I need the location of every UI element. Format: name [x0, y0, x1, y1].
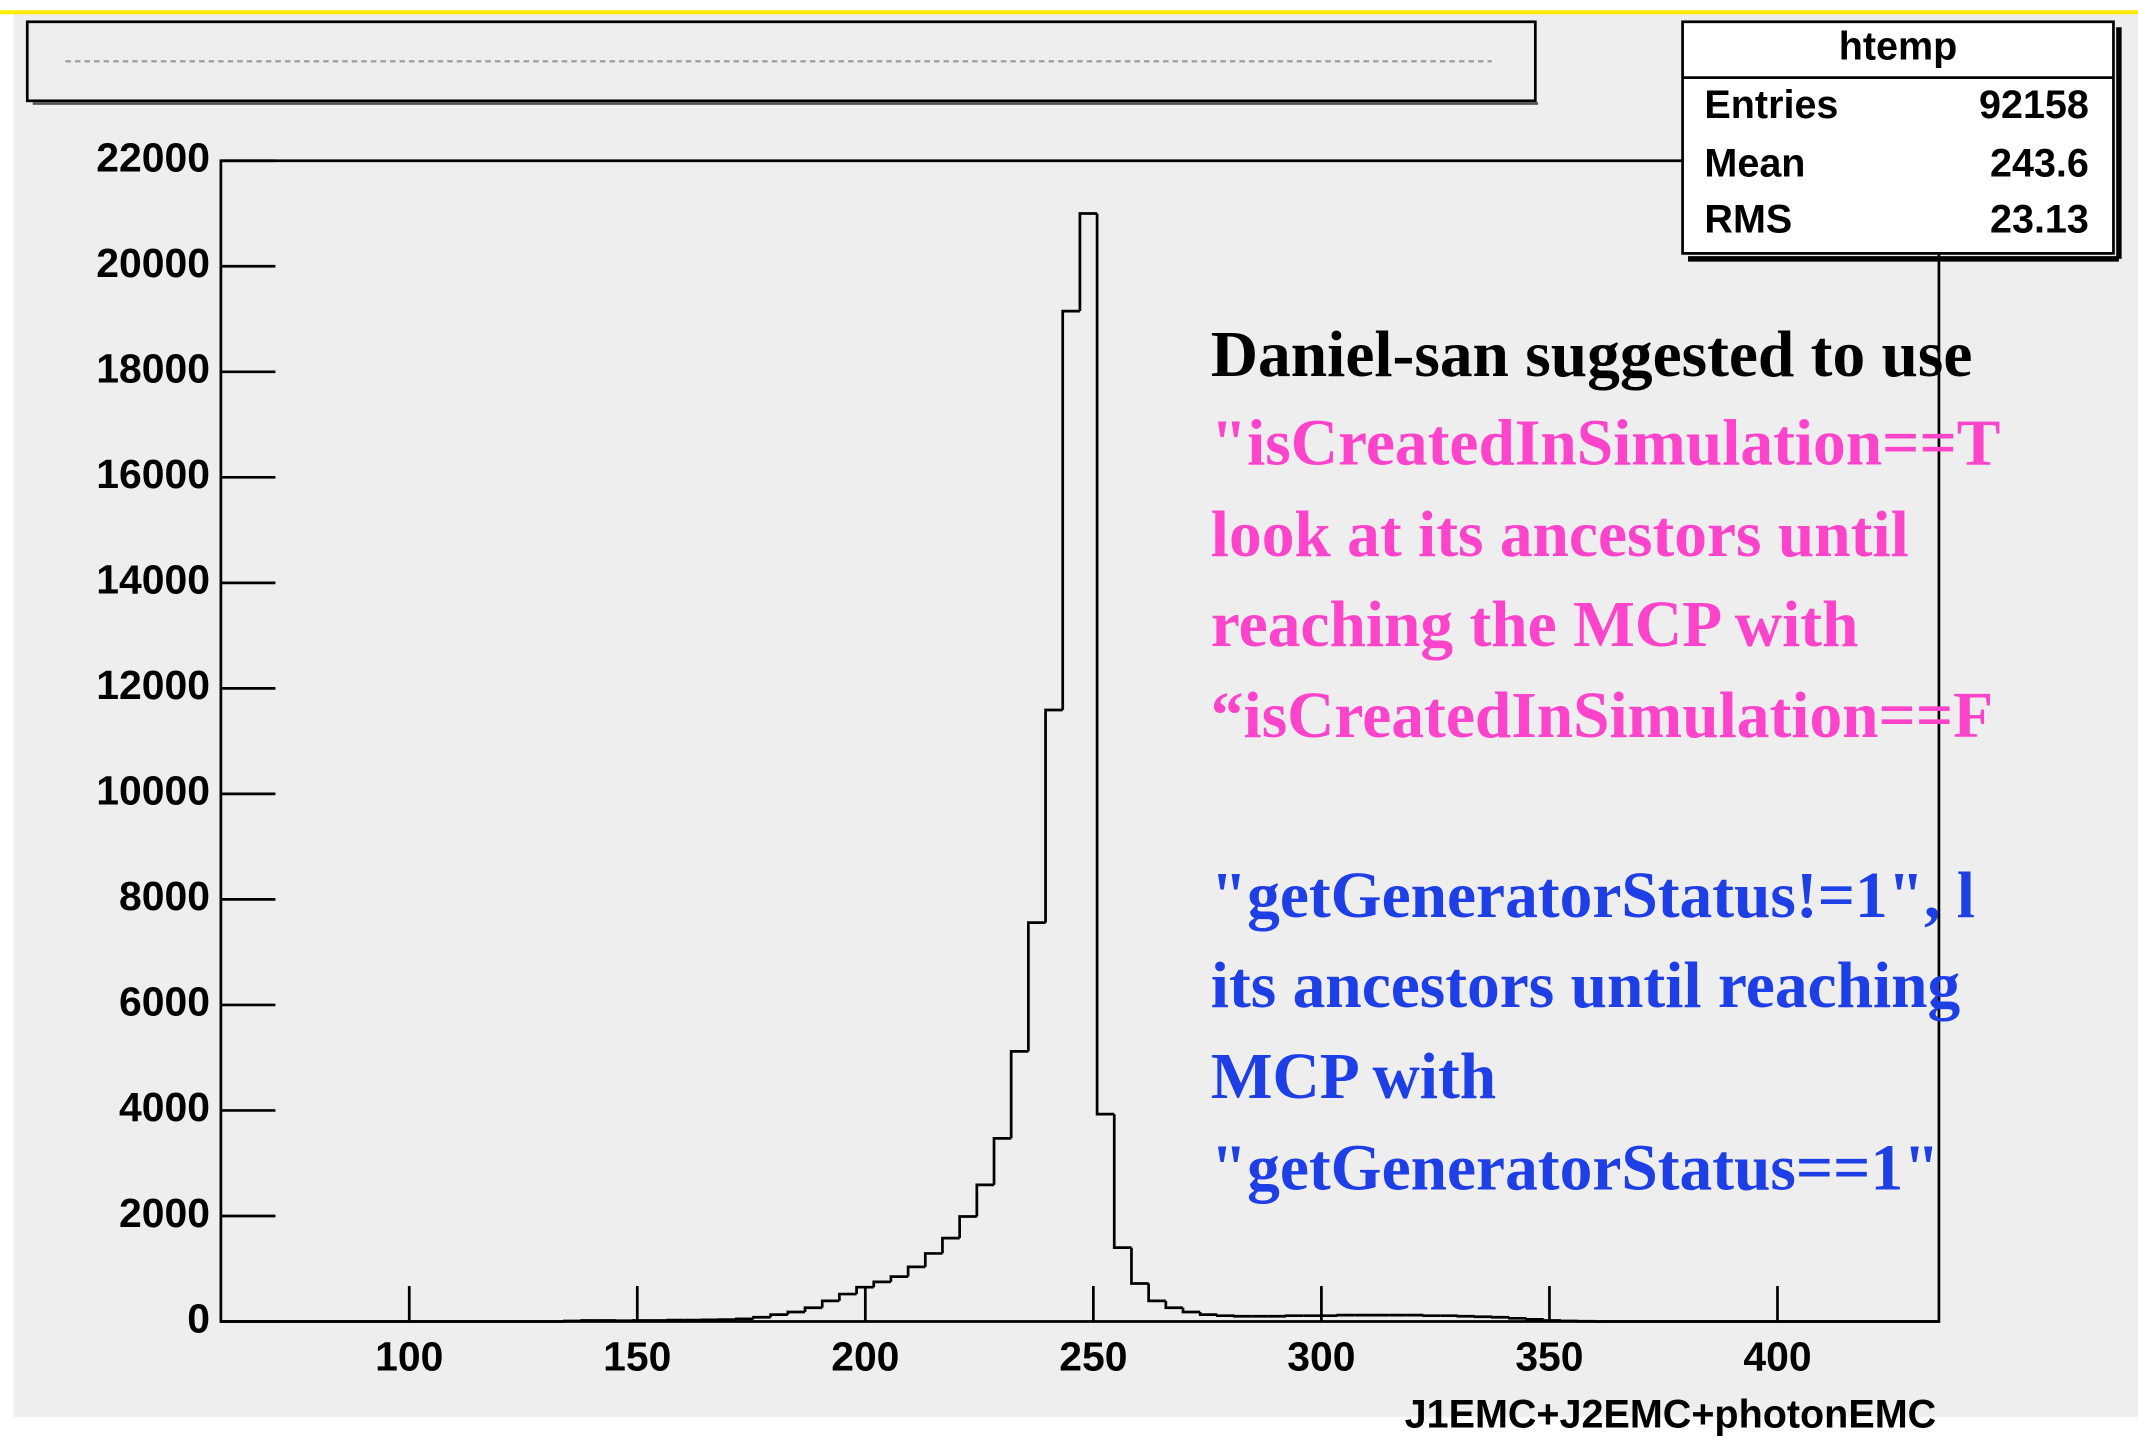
histogram-bin: [1233, 1314, 1252, 1318]
y-tick-label: 14000: [96, 557, 210, 603]
histogram-bin: [975, 1183, 995, 1217]
y-tick-label: 16000: [96, 451, 210, 497]
histogram-bin: [1061, 309, 1080, 710]
stats-value: 243.6: [1990, 142, 2089, 186]
x-tick-label: 100: [375, 1333, 443, 1379]
histogram-bin: [803, 1306, 823, 1312]
x-tick-label: 400: [1743, 1333, 1811, 1379]
annotation-line: "isCreatedInSimulation==T: [1211, 408, 2001, 480]
histogram-bin: [1508, 1316, 1527, 1320]
histogram-bin: [872, 1280, 891, 1288]
histogram-bin: [838, 1292, 857, 1301]
y-tick-label: 6000: [119, 979, 210, 1025]
histogram-bin: [1130, 1247, 1149, 1285]
histogram-bin: [734, 1317, 754, 1321]
histogram-bin: [1009, 1049, 1029, 1139]
histogram-bin: [1284, 1314, 1304, 1318]
stats-frame: [1681, 20, 2115, 255]
y-tick-label: 0: [187, 1295, 210, 1341]
histogram-bin: [855, 1285, 874, 1295]
stats-label: Entries: [1704, 83, 1838, 127]
annotations: Daniel-san suggested to use "isCreatedInS…: [1211, 319, 2001, 1204]
y-tick-label: 12000: [96, 662, 210, 708]
annotation-line: “isCreatedInSimulation==F: [1211, 680, 1993, 752]
histogram-bin: [752, 1315, 771, 1319]
y-tick-label: 22000: [96, 135, 210, 181]
annotation-line: Daniel-san suggested to use: [1211, 319, 1973, 391]
histogram-bin: [769, 1313, 788, 1318]
histogram-bin: [786, 1310, 806, 1315]
y-tick-label: 10000: [96, 768, 210, 814]
histogram-bin: [992, 1137, 1012, 1185]
histogram-bin: [923, 1252, 943, 1267]
histogram-bin: [1198, 1311, 1218, 1316]
annotation-line: "getGeneratorStatus==1": [1211, 1132, 1940, 1204]
histogram-bin: [1164, 1300, 1183, 1310]
plot-frame: [219, 159, 1941, 1323]
histogram-bin: [1456, 1314, 1476, 1318]
y-tick-label: 18000: [96, 346, 210, 392]
plot: 0 2000 4000 6000 8000 10000 12000 14000 16000 180…: [96, 135, 1941, 1379]
histogram-bin: [1542, 1319, 1561, 1322]
x-tick-label: 200: [831, 1333, 899, 1379]
histogram-bin: [1027, 921, 1046, 1052]
histogram-bin: [941, 1236, 960, 1254]
histogram-bin: [1044, 708, 1063, 923]
annotation-line: MCP with: [1211, 1041, 1496, 1113]
histogram-bin: [1112, 1114, 1132, 1249]
annotation-line: "getGeneratorStatus!=1", l: [1211, 860, 1975, 932]
y-tick-label: 8000: [119, 873, 210, 919]
histogram-bin: [906, 1265, 926, 1277]
x-tick-label: 300: [1287, 1333, 1355, 1379]
y-tick-label: 4000: [119, 1084, 210, 1130]
histogram-bin: [1490, 1315, 1510, 1319]
y-tick-label: 20000: [96, 240, 210, 286]
histogram-bin: [1181, 1307, 1201, 1314]
x-tick-label: 250: [1059, 1333, 1127, 1379]
histogram-bin: [1559, 1319, 1579, 1323]
histogram-bin: [1078, 212, 1098, 312]
annotation-line: reaching the MCP with: [1211, 589, 1859, 661]
histogram-bin: [820, 1299, 840, 1308]
stats-value: 92158: [1979, 83, 2089, 127]
histogram-bin: [1525, 1318, 1544, 1321]
stats-label: Mean: [1704, 142, 1805, 186]
x-tick-label: 350: [1515, 1333, 1583, 1379]
stats-label: RMS: [1704, 198, 1792, 242]
histogram-bin: [563, 1319, 582, 1323]
annotation-line: look at its ancestors until: [1211, 499, 1909, 571]
histogram-bin: [1422, 1314, 1441, 1318]
histogram-bin: [1473, 1315, 1493, 1319]
stats-value: 23.13: [1990, 198, 2089, 242]
stats-title: htemp: [1839, 24, 1958, 68]
stats-box: htemp Entries 92158 Mean 243.6 RMS 23.13: [1681, 20, 2122, 262]
histogram-bin: [958, 1215, 977, 1239]
histogram-bin: [1147, 1283, 1166, 1303]
y-tick-label: 2000: [119, 1190, 210, 1236]
histogram-bin: [1336, 1313, 1355, 1317]
histogram-bin: [889, 1275, 909, 1282]
x-tick-label: 150: [603, 1333, 671, 1379]
histogram-bin: [580, 1319, 599, 1322]
histogram-bin: [1216, 1314, 1235, 1318]
x-axis-label: J1EMC+J2EMC+photonEMC: [1405, 1392, 1937, 1436]
histogram-bin: [1095, 213, 1115, 1116]
annotation-line: its ancestors until reaching: [1211, 950, 1961, 1022]
